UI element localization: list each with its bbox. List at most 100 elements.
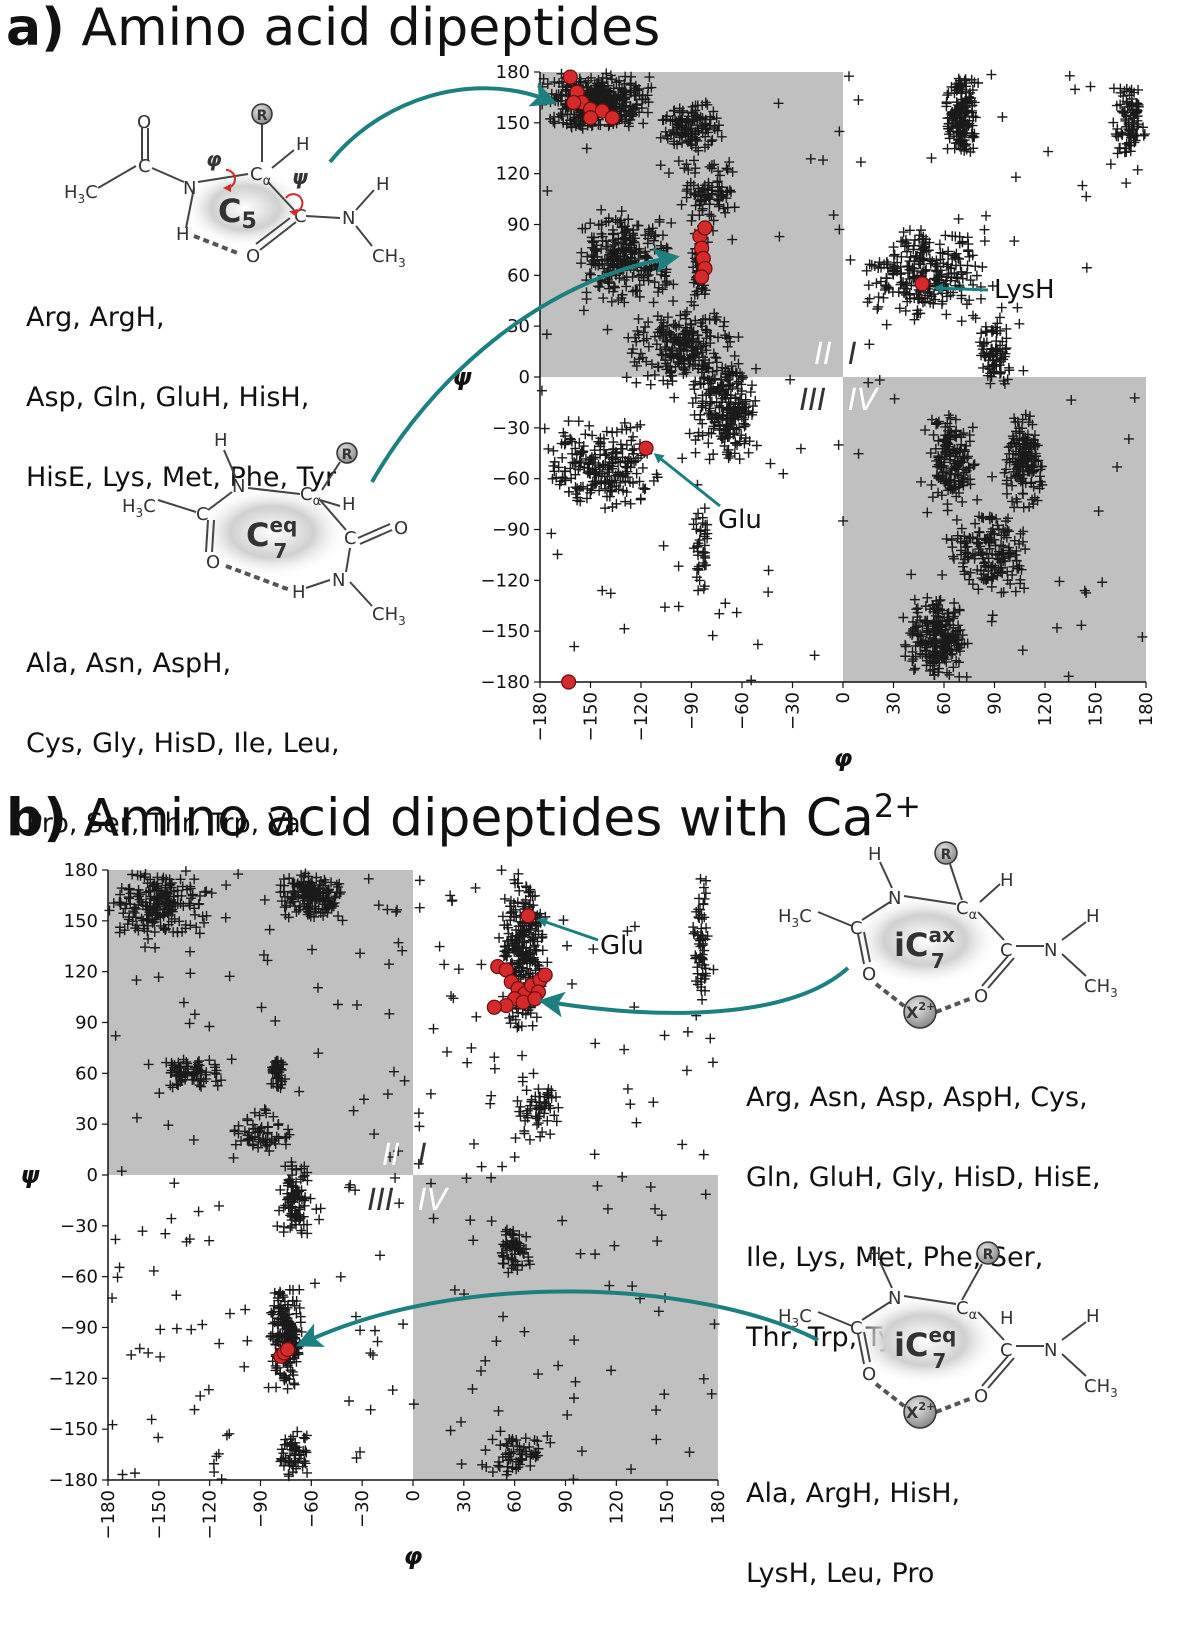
scatter-point (564, 416, 574, 426)
scatter-point (415, 875, 425, 885)
amide-n-label: N (1044, 1340, 1057, 1361)
scatter-point (310, 1278, 320, 1288)
scatter-point (522, 1085, 532, 1095)
amide-h-label: H (1086, 1306, 1100, 1327)
scatter-point (518, 1072, 528, 1082)
scatter-point (669, 393, 679, 403)
y-tick-label: −90 (492, 520, 530, 541)
scatter-point (957, 316, 967, 326)
scatter-point (979, 225, 989, 235)
n-label: N (232, 476, 245, 497)
scatter-point (971, 313, 981, 323)
scatter-point (895, 303, 905, 313)
scatter-point (135, 1344, 145, 1354)
scatter-point (553, 549, 563, 559)
h3c-label: H3C (64, 182, 98, 206)
scatter-point (834, 440, 844, 450)
carbonyl-o-label: O (862, 964, 876, 985)
scatter-point (355, 1325, 365, 1335)
scatter-point (1086, 82, 1096, 92)
scatter-point (224, 1429, 234, 1439)
scatter-point (700, 520, 710, 530)
scatter-point (699, 883, 709, 893)
ch3-label: CH3 (372, 604, 406, 628)
x-tick-label: −120 (200, 1490, 221, 1539)
highlighted-point (521, 909, 535, 923)
x-tick-label: −150 (581, 692, 602, 741)
scatter-point (981, 211, 991, 221)
scatter-point (519, 1126, 529, 1136)
scatter-point (466, 1043, 476, 1053)
scatter-point (1106, 159, 1116, 169)
scatter-point (955, 238, 965, 248)
scatter-point (490, 1064, 500, 1074)
scatter-point (699, 1150, 709, 1160)
scatter-point (708, 1057, 718, 1067)
scatter-point (691, 448, 701, 458)
scatter-point (454, 964, 464, 974)
scatter-point (143, 1348, 153, 1358)
y-tick-label: 180 (64, 860, 98, 881)
r-label: R (342, 447, 353, 463)
scatter-point (659, 541, 669, 551)
phi-label: φ (206, 147, 222, 171)
scatter-point (901, 306, 911, 316)
scatter-point (525, 1135, 535, 1145)
amide-h-label: H (1086, 906, 1100, 927)
scatter-point (204, 1385, 214, 1395)
x-tick-label: 180 (708, 1490, 729, 1524)
scatter-point (279, 1227, 289, 1237)
scatter-point (717, 402, 727, 412)
ramachandran-plot-b: 1801501209060300−30−60−90−120−150−180−18… (20, 860, 729, 1570)
scatter-point (471, 1012, 481, 1022)
scatter-point (166, 1214, 176, 1224)
highlighted-point (487, 1000, 501, 1014)
scatter-point (882, 320, 892, 330)
highlighted-point (563, 70, 577, 84)
scatter-point (1109, 83, 1119, 93)
scatter-point (169, 1178, 179, 1188)
scatter-point (540, 424, 550, 434)
scatter-point (963, 261, 973, 271)
carbonyl-o-label: O (862, 1364, 876, 1385)
scatter-point (732, 608, 742, 618)
y-tick-label: 150 (496, 113, 530, 134)
scatter-point (485, 1099, 495, 1109)
scatter-point (730, 438, 740, 448)
scatter-point (171, 1290, 181, 1300)
scatter-point (1018, 366, 1028, 376)
scatter-point (750, 396, 760, 406)
carbonyl-c-label: C (850, 918, 863, 939)
scatter-point (619, 624, 629, 634)
amide-o-label: O (974, 986, 988, 1007)
amide-o-label: O (394, 518, 408, 539)
scatter-point (941, 309, 951, 319)
scatter-point (705, 1033, 715, 1043)
scatter-point (874, 292, 884, 302)
scatter-point (574, 416, 584, 426)
x-tick-label: 0 (403, 1490, 424, 1501)
scatter-point (528, 1068, 538, 1078)
scatter-point (149, 1266, 159, 1276)
scatter-point (588, 944, 598, 954)
scatter-point (264, 1383, 274, 1393)
y-tick-label: −60 (60, 1267, 98, 1288)
scatter-point (701, 888, 711, 898)
scatter-point (1133, 165, 1143, 175)
scatter-point (537, 386, 547, 396)
y-tick-label: −180 (49, 1470, 98, 1491)
scatter-point (660, 1030, 670, 1040)
h-label: H (1000, 870, 1014, 891)
scatter-point (889, 242, 899, 252)
scatter-point (398, 1319, 408, 1329)
scatter-point (697, 995, 707, 1005)
scatter-point (336, 1272, 346, 1282)
y-tick-label: −150 (49, 1419, 98, 1440)
quadrant-label: II (382, 1138, 400, 1173)
scatter-point (1081, 192, 1091, 202)
scatter-point (685, 428, 695, 438)
scatter-point (110, 1234, 120, 1244)
x-tick-label: −60 (301, 1490, 322, 1528)
scatter-point (314, 1215, 324, 1225)
scatter-point (511, 1133, 521, 1143)
